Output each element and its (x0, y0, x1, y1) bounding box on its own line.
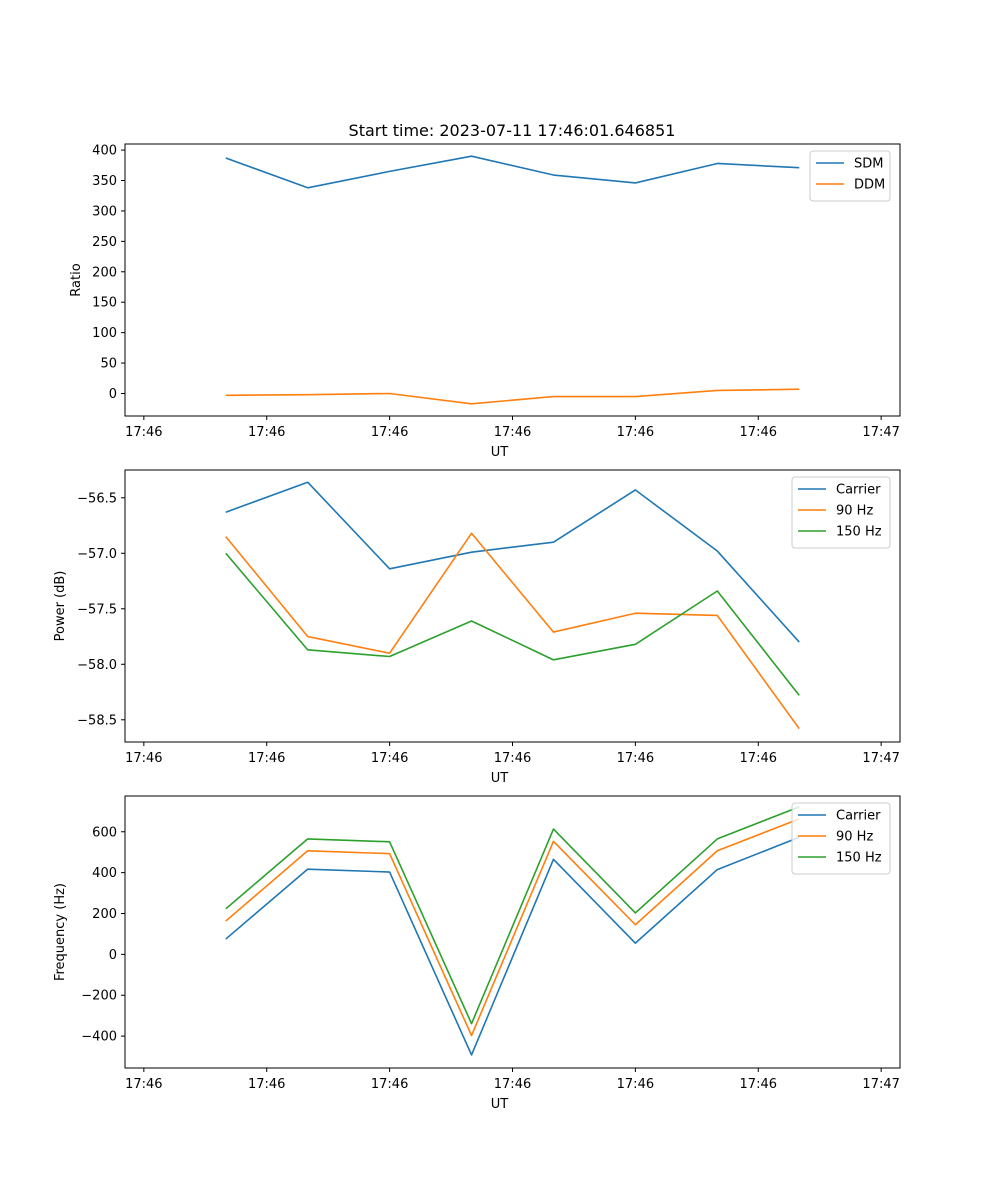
y-tick-label: 100 (92, 326, 117, 341)
y-tick-label: −57.0 (77, 547, 117, 562)
x-tick-label: 17:46 (740, 751, 777, 766)
y-tick-label: −58.0 (77, 658, 117, 673)
x-axis-label: UT (491, 771, 509, 786)
legend-label: 90 Hz (836, 504, 873, 519)
x-tick-label: 17:46 (740, 425, 777, 440)
y-axis-label: Frequency (Hz) (53, 883, 68, 981)
x-tick-label: 17:46 (371, 425, 408, 440)
series-line-ddm (225, 388, 800, 405)
x-tick-label: 17:46 (125, 1077, 162, 1092)
x-tick-label: 17:46 (248, 751, 285, 766)
series-line-sdm (225, 155, 800, 189)
y-tick-label: 200 (92, 907, 117, 922)
y-tick-label: 0 (109, 948, 117, 963)
chart-panel-3: 17:46 17:46 17:46 17:46 17:46 17:46 17:47 −400 −… (53, 795, 901, 1112)
y-axis-label: Ratio (69, 263, 84, 296)
y-tick-label: 600 (92, 825, 117, 840)
x-tick-label: 17:46 (248, 1077, 285, 1092)
legend-label: 150 Hz (836, 525, 882, 540)
y-tick-label: 300 (92, 204, 117, 219)
x-tick-label: 17:46 (740, 1077, 777, 1092)
y-tick-label: −400 (81, 1030, 117, 1045)
y-tick-label: 50 (100, 357, 117, 372)
y-tick-label: 150 (92, 296, 117, 311)
legend: SDM DDM (809, 150, 891, 202)
y-tick-label: 250 (92, 235, 117, 250)
x-tick-label: 17:46 (125, 425, 162, 440)
y-tick-label: −58.5 (77, 713, 117, 728)
series-line-150-hz (225, 806, 800, 1025)
x-tick-label: 17:47 (862, 1077, 899, 1092)
legend-label: 150 Hz (836, 851, 882, 866)
x-tick-label: 17:46 (371, 1077, 408, 1092)
legend-label: Carrier (836, 483, 881, 498)
legend: Carrier 90 Hz 150 Hz (791, 802, 891, 875)
legend-label: 90 Hz (836, 830, 873, 845)
chart-panel-2: 17:46 17:46 17:46 17:46 17:46 17:46 17:47 −58.5… (53, 469, 901, 786)
series-line-150-hz (225, 552, 800, 696)
series-line-90-hz (225, 818, 800, 1037)
x-tick-label: 17:46 (617, 1077, 654, 1092)
legend-label: SDM (854, 157, 883, 172)
x-tick-label: 17:46 (617, 425, 654, 440)
chart-panel-1: 17:46 17:46 17:46 17:46 17:46 17:46 17:47 0 50 10… (69, 143, 901, 460)
x-tick-label: 17:46 (494, 751, 531, 766)
x-tick-label: 17:46 (248, 425, 285, 440)
x-tick-label: 17:46 (494, 425, 531, 440)
figure-title: Start time: 2023-07-11 17:46:01.646851 (349, 121, 676, 140)
y-tick-label: −200 (81, 989, 117, 1004)
x-tick-label: 17:46 (617, 751, 654, 766)
series-line-carrier (225, 836, 800, 1056)
series-line-carrier (225, 481, 800, 643)
x-axis-label: UT (491, 1097, 509, 1112)
y-tick-label: 400 (92, 866, 117, 881)
x-tick-label: 17:47 (862, 425, 899, 440)
y-tick-label: −56.5 (77, 491, 117, 506)
y-tick-label: 200 (92, 265, 117, 280)
y-tick-label: 350 (92, 174, 117, 189)
legend-label: DDM (854, 178, 885, 193)
legend: Carrier 90 Hz 150 Hz (791, 476, 891, 549)
legend-label: Carrier (836, 809, 881, 824)
y-tick-label: 0 (109, 387, 117, 402)
y-tick-label: 400 (92, 144, 117, 159)
x-tick-label: 17:47 (862, 751, 899, 766)
chart-root: 17:46 17:46 17:46 17:46 17:46 17:46 17:47 0 50 10… (53, 143, 901, 1112)
x-tick-label: 17:46 (371, 751, 408, 766)
x-tick-label: 17:46 (125, 751, 162, 766)
y-tick-label: −57.5 (77, 602, 117, 617)
y-axis-label: Power (dB) (53, 571, 68, 642)
series-line-90-hz (225, 532, 800, 730)
x-axis-label: UT (491, 445, 509, 460)
x-tick-label: 17:46 (494, 1077, 531, 1092)
